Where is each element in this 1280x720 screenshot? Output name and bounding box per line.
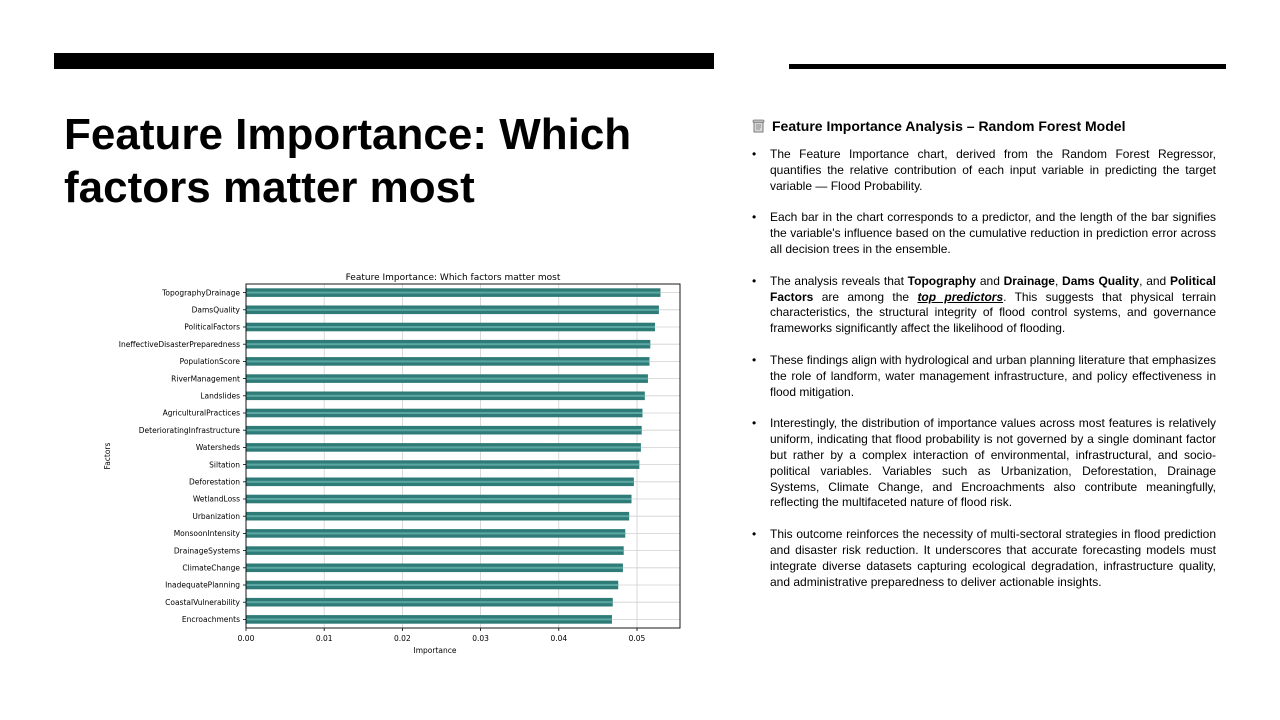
bullet-text: The Feature Importance chart, derived fr… — [770, 147, 1216, 193]
bar-highlight — [246, 463, 640, 466]
x-tick-label: 0.00 — [238, 634, 255, 643]
chart-svg: 0.00 0.01 0.02 0.03 0.04 0.05 TopographyDraina… — [103, 273, 681, 655]
emphasized-text: Dams Quality — [1062, 273, 1140, 288]
bullet-dot: • — [752, 210, 757, 225]
y-tick-label: DamsQuality — [192, 306, 241, 315]
bullet-dot: • — [752, 273, 757, 288]
bar-highlight — [246, 532, 626, 535]
x-tick-label: 0.03 — [472, 634, 489, 643]
bullet-text: , — [1054, 273, 1063, 288]
emphasized-text: Topography — [907, 273, 977, 288]
y-tick-label: Encroachments — [182, 615, 240, 624]
bar-highlight — [246, 566, 623, 569]
bar-highlight — [246, 394, 645, 397]
bullet-text: are among the — [813, 289, 918, 304]
bullet-dot: • — [752, 527, 757, 542]
y-tick-label: Urbanization — [192, 512, 240, 521]
analysis-bullet: • These findings align with hydrological … — [752, 353, 1216, 400]
analysis-bullet: • The Feature Importance chart, derived f… — [752, 147, 1216, 194]
y-tick-label: WetlandLoss — [193, 495, 240, 504]
top-right-accent-bar — [789, 64, 1226, 69]
top-left-accent-bar — [54, 53, 714, 69]
y-tick-label: ClimateChange — [182, 564, 240, 573]
y-tick-label: Landslides — [200, 392, 240, 401]
y-tick-label: DeterioratingInfrastructure — [139, 426, 241, 435]
bullet-text: and — [976, 273, 1004, 288]
y-tick-label: PoliticalFactors — [184, 323, 240, 332]
bar-highlight — [246, 308, 659, 311]
y-tick-label: DrainageSystems — [174, 546, 240, 555]
bullet-text: . This suggests that physical terrain ch… — [770, 289, 1217, 336]
bar-highlight — [246, 601, 613, 604]
bullet-text: The analysis reveals that — [770, 273, 908, 288]
bullet-dot: • — [752, 352, 757, 367]
bullet-text: This outcome reinforces the necessity of… — [770, 527, 1216, 589]
y-tick-label: InadequatePlanning — [165, 581, 240, 590]
scroll-icon — [752, 119, 765, 133]
plot-frame — [245, 283, 681, 629]
bullet-text: , and — [1139, 273, 1170, 288]
y-tick-label: AgriculturalPractices — [163, 409, 240, 418]
bar-highlight — [246, 618, 612, 621]
y-tick-label: RiverManagement — [171, 374, 240, 383]
analysis-bullet: • Each bar in the chart corresponds to a … — [752, 210, 1216, 257]
feature-importance-chart: 0.00 0.01 0.02 0.03 0.04 0.05 TopographyDraina… — [100, 268, 690, 658]
analysis-bullet: • This outcome reinforces the necessity o… — [752, 527, 1216, 590]
bullet-text: Each bar in the chart corresponds to a p… — [770, 210, 1216, 256]
bar-highlight — [246, 360, 650, 363]
y-tick-label: IneffectiveDisasterPreparedness — [119, 340, 240, 349]
bullet-dot: • — [752, 416, 757, 431]
bar-highlight — [246, 549, 624, 552]
bar-highlight — [246, 515, 630, 518]
emphasized-text: top predictors — [917, 289, 1004, 304]
y-tick-label: CoastalVulnerability — [165, 598, 240, 607]
panel-heading: Feature Importance Analysis – Random For… — [752, 118, 1216, 134]
y-tick-label: Siltation — [209, 460, 240, 469]
bar-highlight — [246, 429, 642, 432]
x-tick-label: 0.05 — [629, 634, 646, 643]
x-axis-label: Importance — [414, 646, 457, 655]
bar-highlight — [246, 291, 661, 294]
emphasized-text: Political Factors — [770, 273, 1216, 304]
x-tick-label: 0.04 — [550, 634, 567, 643]
slide-title: Feature Importance: Which factors matter… — [64, 110, 632, 212]
bullet-dot: • — [752, 147, 757, 161]
chart-title: Feature Importance: Which factors matter… — [346, 273, 561, 283]
y-tick-label: TopographyDrainage — [161, 288, 240, 297]
y-tick-label: PopulationScore — [180, 357, 241, 366]
x-tick-label: 0.02 — [394, 634, 411, 643]
x-tick-label: 0.01 — [316, 634, 333, 643]
bar-highlight — [246, 343, 651, 346]
panel-heading-text: Feature Importance Analysis – Random For… — [772, 118, 1126, 134]
emphasized-text: Drainage — [1003, 273, 1055, 288]
bar-highlight — [246, 446, 641, 449]
bar-highlight — [246, 583, 619, 587]
bar-highlight — [246, 480, 634, 483]
y-tick-label: Watersheds — [196, 443, 240, 452]
bullet-text: Interestingly, the distribution of impor… — [770, 416, 1216, 510]
analysis-bullet-list: • The Feature Importance chart, derived f… — [752, 147, 1216, 590]
bar-highlight — [246, 377, 648, 380]
bullet-text: These findings align with hydrological a… — [770, 352, 1216, 399]
analysis-bullet: • Interestingly, the distribution of impo… — [752, 416, 1216, 511]
bar-highlight — [246, 497, 632, 501]
y-tick-label: Deforestation — [189, 478, 240, 487]
bar-highlight — [246, 325, 655, 329]
y-axis-label: Factors — [103, 442, 112, 469]
analysis-panel: Feature Importance Analysis – Random For… — [752, 118, 1216, 606]
y-tick-label: MonsoonIntensity — [174, 529, 241, 538]
bar-highlight — [246, 411, 643, 415]
analysis-bullet: • The analysis reveals that Topography an… — [752, 274, 1216, 337]
